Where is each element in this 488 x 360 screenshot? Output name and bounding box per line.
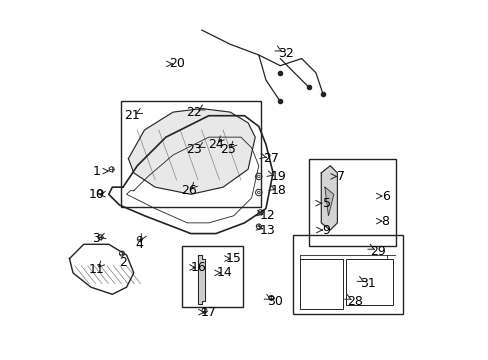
Text: 4: 4 [135,238,143,251]
Text: 21: 21 [124,109,140,122]
Bar [292,235,403,314]
Text: 7: 7 [336,170,344,183]
Text: 23: 23 [186,143,202,156]
Bar [299,258,342,309]
Text: 30: 30 [266,295,282,308]
Text: 22: 22 [186,105,202,119]
Text: 8: 8 [381,215,389,228]
Text: 16: 16 [190,261,205,274]
Bar [182,246,242,307]
Bar [121,102,260,207]
Text: 2: 2 [119,256,127,269]
Polygon shape [321,166,337,230]
Text: 11: 11 [88,263,104,276]
Text: 15: 15 [225,252,241,265]
Text: 10: 10 [88,188,104,201]
Text: 13: 13 [259,224,275,237]
Text: 18: 18 [270,184,286,197]
Text: 28: 28 [346,295,363,308]
Text: 1: 1 [92,165,100,177]
Bar [308,158,395,246]
Text: 14: 14 [217,266,232,279]
Text: 6: 6 [381,190,389,203]
Text: 20: 20 [168,57,184,71]
Polygon shape [198,255,205,304]
Text: 26: 26 [181,184,197,197]
Text: 19: 19 [270,170,286,183]
Polygon shape [128,109,255,194]
Text: 25: 25 [220,143,236,156]
Text: 17: 17 [201,306,216,319]
Text: 12: 12 [259,209,275,222]
Text: 29: 29 [370,245,386,258]
Text: 9: 9 [322,224,330,237]
Text: 27: 27 [263,152,279,165]
Text: 32: 32 [277,47,293,60]
Text: 3: 3 [92,233,100,246]
Text: 24: 24 [207,138,224,151]
Text: 31: 31 [359,277,375,290]
Text: 5: 5 [322,197,330,210]
Polygon shape [324,187,333,216]
Bar [346,258,392,305]
